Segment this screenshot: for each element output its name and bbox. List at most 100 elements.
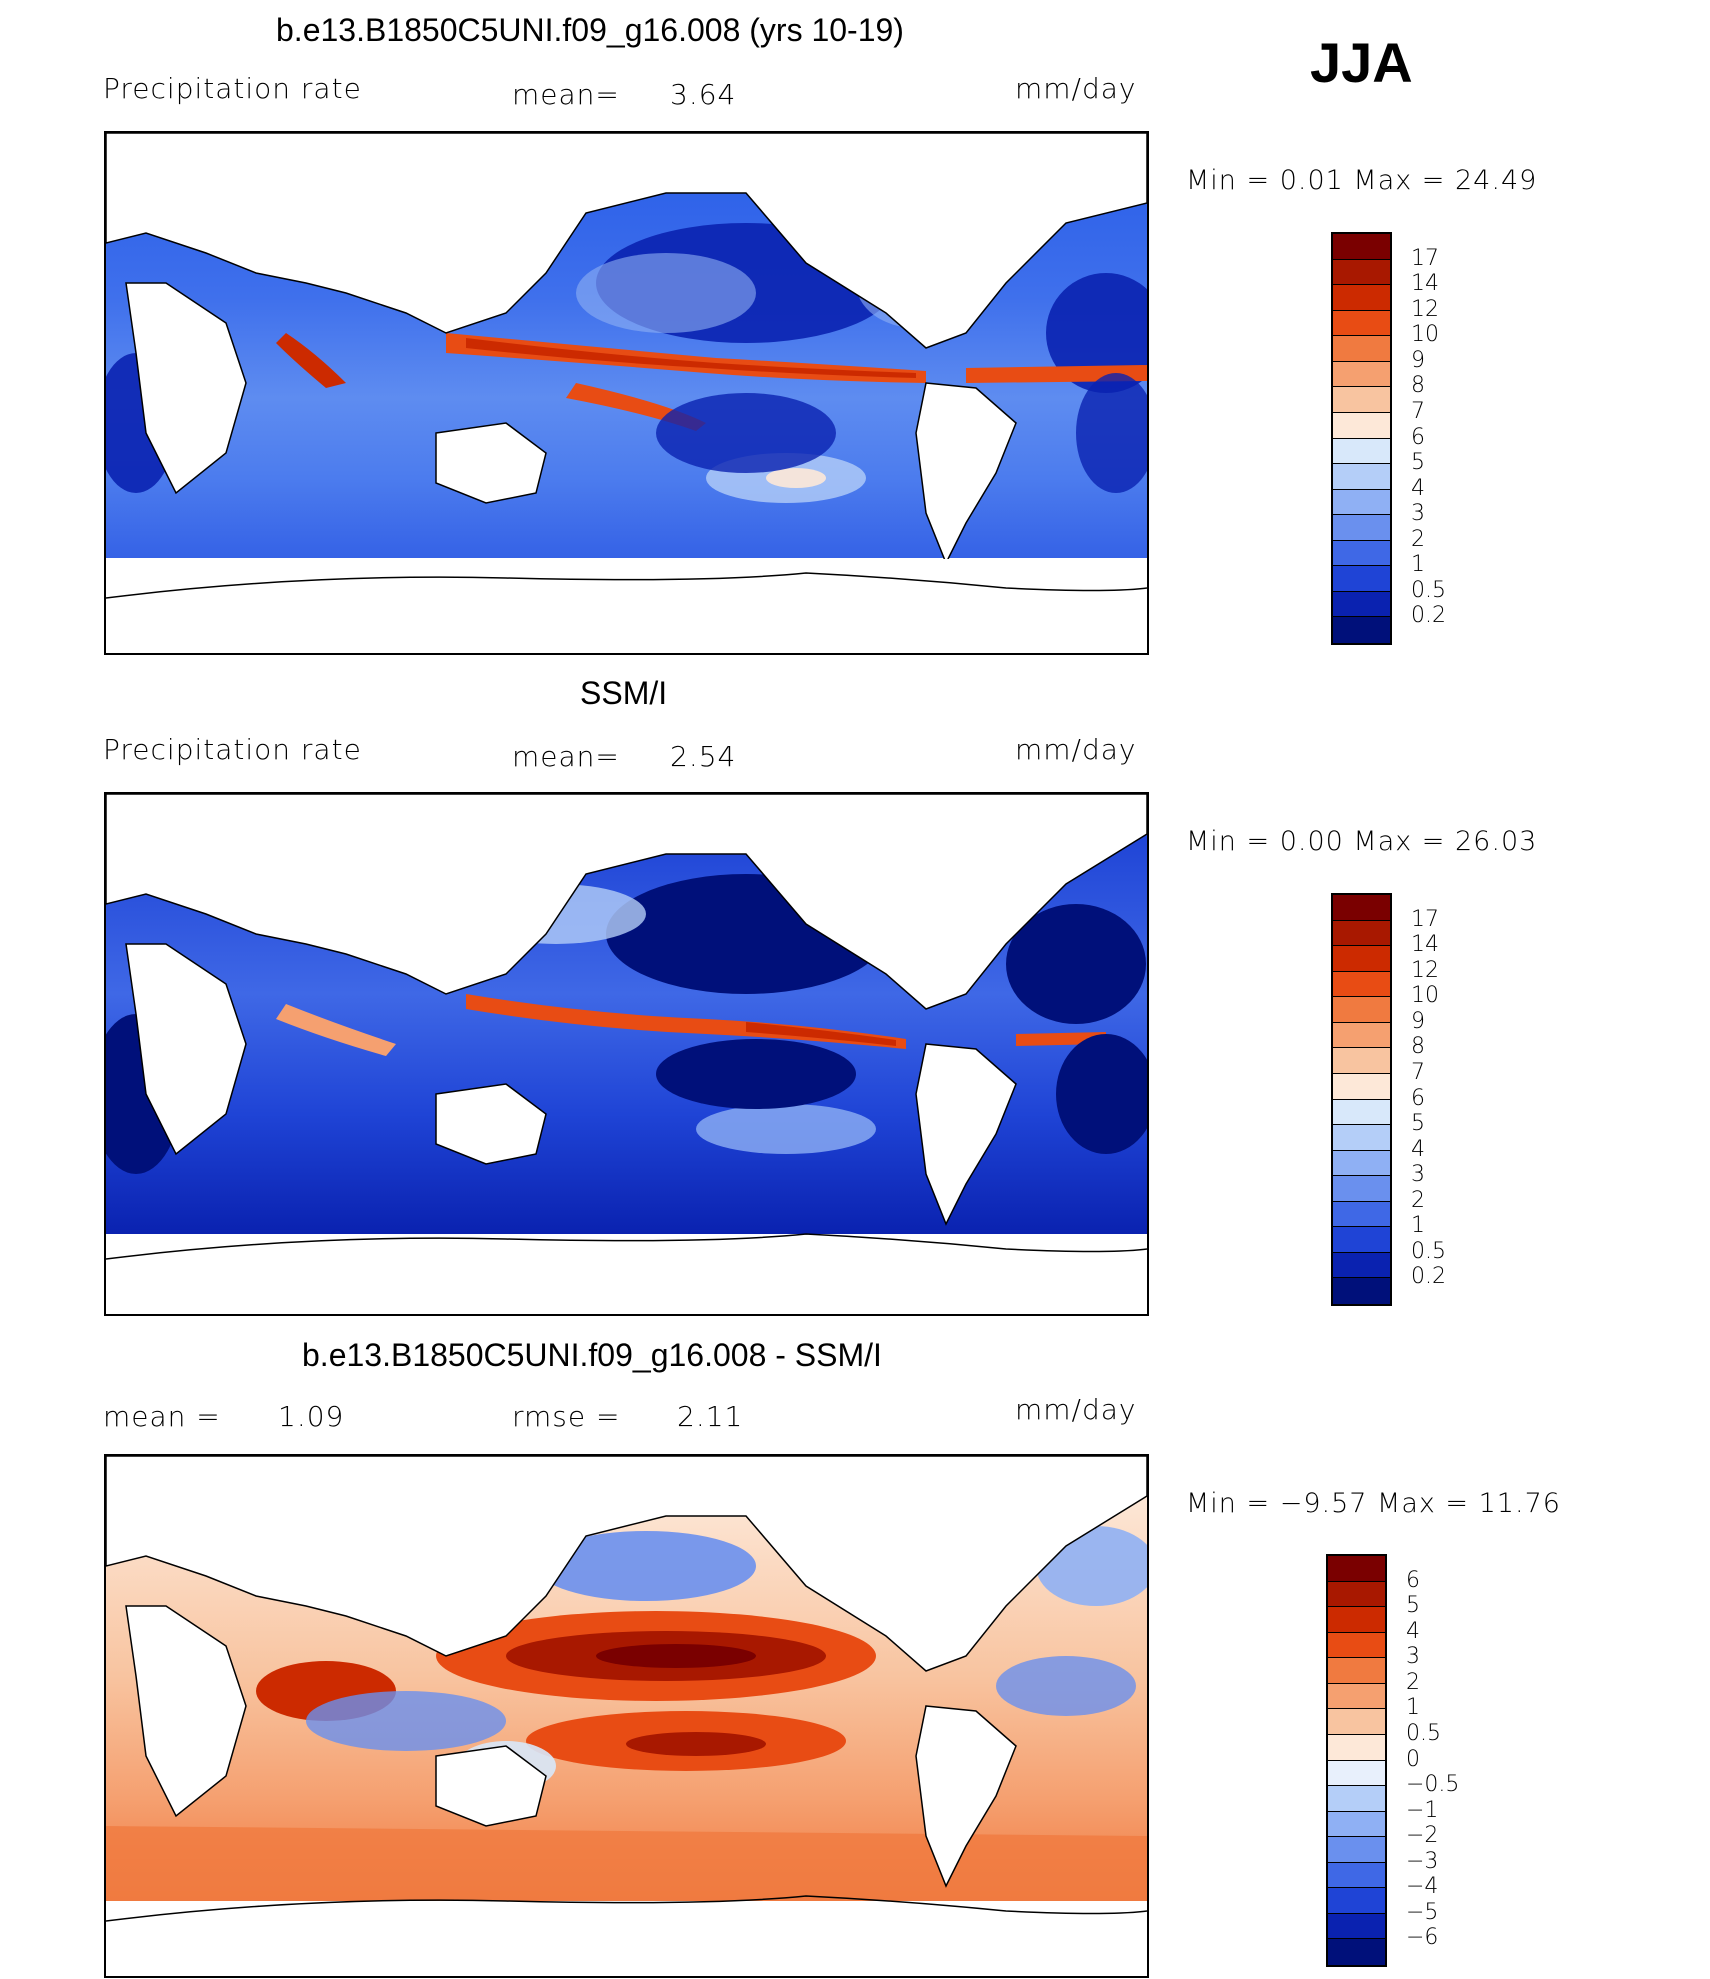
colorbar-segment xyxy=(1333,336,1390,362)
colorbar-label: 1 xyxy=(1411,1213,1425,1239)
colorbar-segment xyxy=(1333,438,1390,465)
colorbar-label: −2 xyxy=(1406,1823,1439,1849)
season-label: JJA xyxy=(1310,31,1413,94)
colorbar-segment xyxy=(1328,1913,1385,1940)
panel2-title: SSM/I xyxy=(580,675,668,711)
colorbar-segment xyxy=(1333,285,1390,311)
panel3-rmse-label: rmse = xyxy=(512,1400,621,1433)
colorbar-label: 3 xyxy=(1411,1162,1425,1188)
panel2-units: mm/day xyxy=(1015,733,1137,766)
ssmi-precip-map xyxy=(104,792,1149,1316)
colorbar-label: 14 xyxy=(1411,932,1439,958)
colorbar-segment xyxy=(1328,1862,1385,1889)
colorbar-label: 9 xyxy=(1411,347,1425,373)
colorbar-label: 4 xyxy=(1411,1136,1425,1162)
colorbar-segment xyxy=(1333,1227,1390,1253)
colorbar-segment xyxy=(1333,920,1390,947)
colorbar-label: 2 xyxy=(1411,526,1425,552)
colorbar-segment xyxy=(1328,1632,1385,1659)
colorbar-segment xyxy=(1333,310,1390,337)
colorbar-label: 0.5 xyxy=(1406,1720,1441,1746)
colorbar-label: 17 xyxy=(1411,906,1439,932)
colorbar-label: −0.5 xyxy=(1406,1772,1460,1798)
colorbar-segment xyxy=(1333,1201,1390,1228)
colorbar-label: 6 xyxy=(1411,1085,1425,1111)
colorbar-segment xyxy=(1333,1099,1390,1126)
colorbar-segment xyxy=(1333,1022,1390,1049)
colorbar-segment xyxy=(1328,1811,1385,1838)
colorbar-segment xyxy=(1328,1683,1385,1710)
colorbar-segment xyxy=(1333,540,1390,567)
colorbar-segment xyxy=(1333,464,1390,490)
colorbar-label: 1 xyxy=(1411,552,1425,578)
colorbar-label: −5 xyxy=(1406,1899,1439,1925)
colorbar-label: 5 xyxy=(1411,450,1425,476)
colorbar-label: −4 xyxy=(1406,1874,1439,1900)
model-precip-map xyxy=(104,131,1149,655)
colorbar-segment xyxy=(1333,489,1390,516)
colorbar-segment xyxy=(1328,1709,1385,1735)
panel1-minmax: Min = 0.01 Max = 24.49 xyxy=(1186,165,1538,196)
difference-map xyxy=(104,1454,1149,1978)
colorbar-label: 3 xyxy=(1411,501,1425,527)
colorbar-segment xyxy=(1333,361,1390,388)
colorbar-segment xyxy=(1328,1760,1385,1787)
colorbar-label: −1 xyxy=(1406,1797,1439,1823)
colorbar-label: 2 xyxy=(1406,1669,1420,1695)
colorbar-segment xyxy=(1333,387,1390,413)
colorbar-label: 3 xyxy=(1406,1644,1420,1670)
colorbar-segment xyxy=(1328,1837,1385,1863)
colorbar-segment xyxy=(1333,1176,1390,1202)
colorbar-label: 6 xyxy=(1406,1567,1420,1593)
colorbar-label: −3 xyxy=(1406,1848,1439,1874)
colorbar-segment xyxy=(1333,1252,1390,1279)
panel1-title: b.e13.B1850C5UNI.f09_g16.008 (yrs 10-19) xyxy=(276,12,904,48)
colorbar-segment xyxy=(1328,1607,1385,1633)
colorbar-label: 0 xyxy=(1406,1746,1420,1772)
colorbar-label: 9 xyxy=(1411,1008,1425,1034)
colorbar-segment xyxy=(1333,946,1390,972)
colorbar-label: 14 xyxy=(1411,271,1439,297)
colorbar-segment xyxy=(1333,1073,1390,1100)
colorbar-label: 2 xyxy=(1411,1187,1425,1213)
colorbar-segment xyxy=(1333,1125,1390,1151)
colorbar-label: 5 xyxy=(1411,1111,1425,1137)
panel2-minmax: Min = 0.00 Max = 26.03 xyxy=(1186,826,1538,857)
colorbar-segment xyxy=(1333,997,1390,1023)
panel1-mean-value: 3.64 xyxy=(670,78,737,111)
panel3-minmax: Min = −9.57 Max = 11.76 xyxy=(1186,1488,1561,1519)
colorbar-segment xyxy=(1328,1556,1385,1582)
panel1-mean-label: mean= xyxy=(512,78,620,111)
colorbar-label: −6 xyxy=(1406,1925,1439,1951)
colorbar-segment xyxy=(1333,895,1390,921)
colorbar-segment xyxy=(1333,234,1390,260)
panel3-rmse-value: 2.11 xyxy=(677,1400,744,1433)
panel1-units: mm/day xyxy=(1015,72,1137,105)
colorbar-label: 7 xyxy=(1411,398,1425,424)
colorbar-label: 10 xyxy=(1411,983,1439,1009)
colorbar-label: 6 xyxy=(1411,424,1425,450)
colorbar-label: 5 xyxy=(1406,1593,1420,1619)
colorbar-label: 7 xyxy=(1411,1059,1425,1085)
colorbar-segment xyxy=(1333,617,1390,643)
colorbar-segment xyxy=(1333,591,1390,618)
colorbar-segment xyxy=(1328,1939,1385,1965)
colorbar-segment xyxy=(1328,1734,1385,1761)
colorbar-label: 1 xyxy=(1406,1695,1420,1721)
panel3-units: mm/day xyxy=(1015,1393,1137,1426)
colorbar-label: 4 xyxy=(1411,475,1425,501)
colorbar-label: 0.2 xyxy=(1411,1264,1446,1290)
panel3-mean-value: 1.09 xyxy=(278,1400,345,1433)
panel2-mean-value: 2.54 xyxy=(670,740,737,773)
panel1-variable: Precipitation rate xyxy=(103,72,362,105)
colorbar-label: 0.5 xyxy=(1411,577,1446,603)
colorbar-segment xyxy=(1333,1048,1390,1074)
colorbar-label: 8 xyxy=(1411,373,1425,399)
colorbar-segment xyxy=(1333,1150,1390,1177)
colorbar-segment xyxy=(1328,1658,1385,1684)
panel3-title: b.e13.B1850C5UNI.f09_g16.008 - SSM/I xyxy=(302,1337,882,1373)
colorbar-segment xyxy=(1333,1278,1390,1304)
colorbar-segment xyxy=(1328,1888,1385,1914)
colorbar-segment xyxy=(1333,971,1390,998)
colorbar-segment xyxy=(1328,1581,1385,1608)
